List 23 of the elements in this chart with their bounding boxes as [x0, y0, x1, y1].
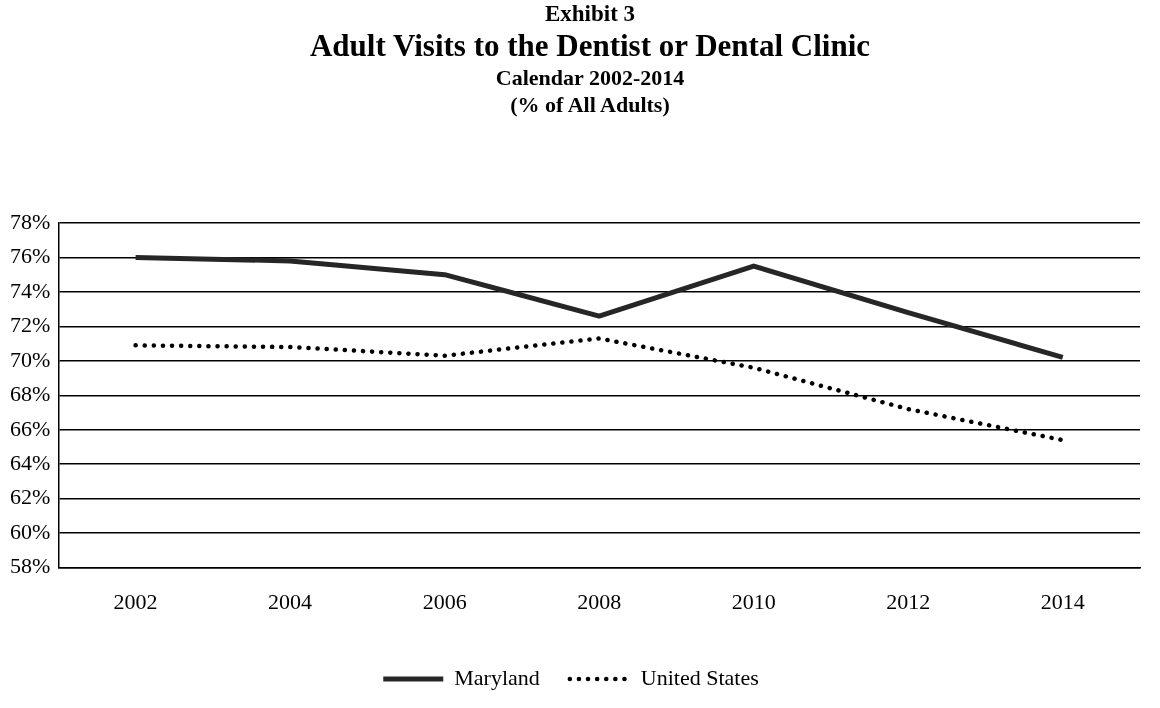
y-tick-label: 72%	[10, 312, 51, 338]
y-tick-label: 62%	[10, 484, 51, 510]
x-tick-label: 2014	[1040, 588, 1085, 614]
chart-title: Adult Visits to the Dentist or Dental Clinic	[309, 28, 871, 64]
y-tick-label: 68%	[10, 381, 51, 407]
x-tick-label: 2006	[422, 588, 467, 614]
y-tick-label: 74%	[10, 277, 51, 303]
y-tick-label: 78%	[10, 208, 51, 234]
text: Exhibit 3	[543, 0, 637, 28]
chart-subtitle: Calendar 2002-2014 (% of All Adults)	[494, 64, 686, 118]
legend-label: Maryland	[454, 664, 540, 690]
y-tick-label: 58%	[10, 553, 51, 579]
y-tick-label: 64%	[10, 450, 51, 475]
x-tick-label: 2008	[577, 588, 622, 614]
y-tick-label: 76%	[10, 243, 51, 269]
x-tick-label: 2010	[731, 588, 776, 614]
legend-label: United States	[640, 664, 759, 690]
x-tick-label: 2012	[886, 588, 931, 614]
x-tick-label: 2004	[268, 588, 313, 614]
y-tick-label: 70%	[10, 346, 51, 372]
y-tick-label: 60%	[10, 518, 51, 544]
y-tick-label: 66%	[10, 415, 51, 441]
x-tick-label: 2002	[113, 588, 158, 614]
